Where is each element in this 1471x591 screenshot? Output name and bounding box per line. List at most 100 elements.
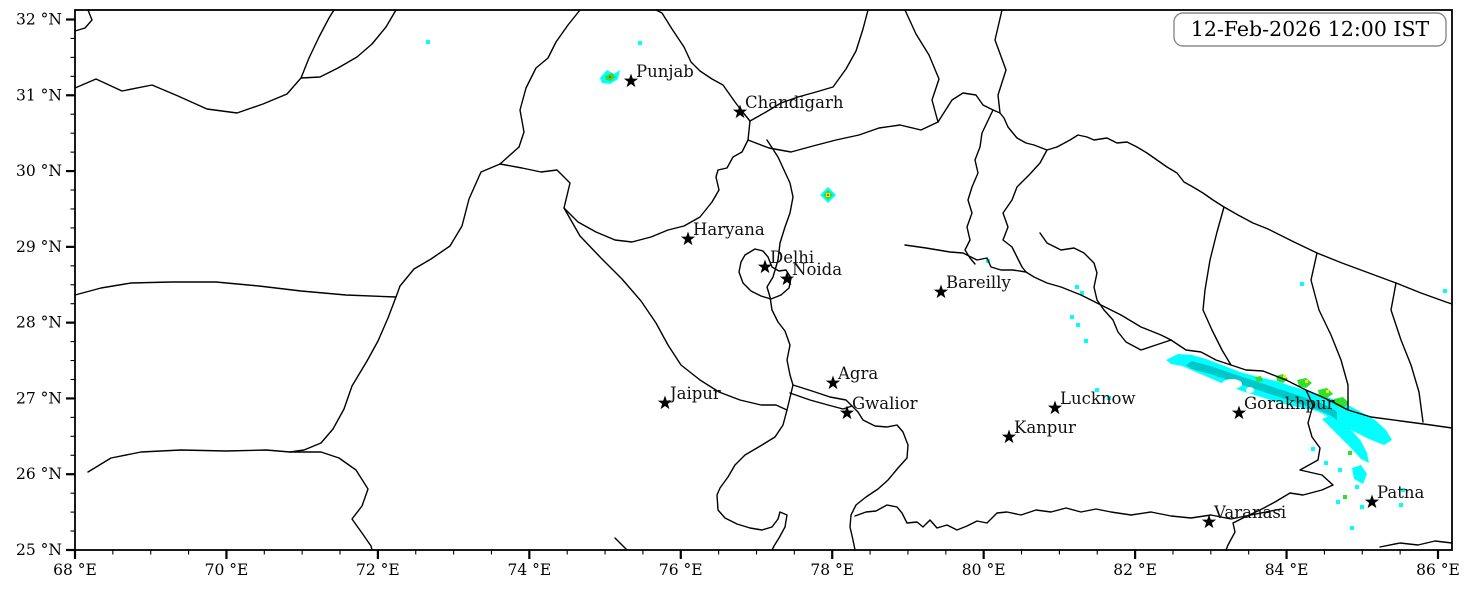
city-label-gorakhpur: Gorakhpur (1244, 394, 1335, 413)
radar-specks (426, 40, 1447, 530)
boundary-beak-top (792, 384, 853, 407)
city-marker-gwalior (839, 405, 855, 420)
x-tick-label: 68 °E (53, 561, 97, 579)
boundary-haryana-rajasthan (563, 207, 788, 411)
city-label-varanasi: Varanasi (1213, 503, 1286, 522)
boundary-himachal-inner1 (904, 9, 940, 123)
radar-speck (1338, 468, 1342, 472)
city-marker-chandigarh (732, 104, 748, 119)
radar-overlay (426, 40, 1447, 530)
radar-speck (1107, 396, 1111, 400)
timestamp-box (1173, 12, 1447, 47)
city-label-lucknow: Lucknow (1060, 389, 1136, 408)
boundary-mp-rajasthan-lobe (716, 409, 788, 551)
radar-speck (638, 41, 642, 45)
boundary-bottom-right (1379, 540, 1453, 548)
radar-cell-foothills-peak (827, 194, 829, 196)
radar-speck (1311, 447, 1315, 451)
y-tick-label: 30 °N (16, 162, 62, 180)
plot-border (74, 9, 1453, 551)
x-tick-label: 82 °E (1113, 561, 1157, 579)
x-tick-label: 74 °E (507, 561, 551, 579)
boundary-uk-north (1056, 134, 1453, 305)
radar-speck (1401, 488, 1405, 492)
radar-speck (1443, 289, 1447, 293)
boundary-lines (74, 9, 1453, 551)
boundary-mp-up-south (854, 504, 1282, 531)
radar-band-core (1186, 361, 1337, 420)
boundary-topleft-hook (74, 9, 93, 32)
boundary-wedge (300, 9, 397, 79)
boundary-himachal-north (749, 9, 869, 122)
radar-band-hole (1207, 388, 1217, 396)
boundary-nepal-south (1170, 339, 1453, 429)
x-tick-label: 78 °E (810, 561, 854, 579)
boundary-up-bihar (1225, 389, 1334, 551)
city-marker-delhi (757, 259, 773, 274)
boundary-small-south (614, 537, 628, 551)
radar-speck (1075, 285, 1079, 289)
city-marker-kanpur (1001, 429, 1017, 444)
city-marker-bareilly (933, 284, 949, 299)
y-tick-label: 25 °N (16, 541, 62, 559)
radar-speck (1360, 505, 1364, 509)
city-label-chandigarh: Chandigarh (745, 93, 844, 112)
radar-speck (1358, 471, 1362, 475)
boundary-pak-west (289, 146, 520, 453)
radar-heavy-cell (1318, 388, 1333, 398)
radar-speck (1355, 485, 1359, 489)
city-label-haryana: Haryana (693, 220, 765, 239)
radar-band-hole (1246, 387, 1254, 393)
boundary-raj-pak (74, 281, 397, 298)
radar-band-hole (1222, 379, 1242, 389)
boundary-nepal-west (1039, 232, 1172, 351)
boundary-punjab-west (518, 9, 581, 148)
boundary-uk-up-south (904, 244, 1172, 341)
radar-speck (1076, 323, 1080, 327)
boundary-mp-up-west (849, 405, 909, 551)
radar-heavy-cell (1255, 376, 1263, 382)
x-tick-label: 70 °E (205, 561, 249, 579)
boundary-nepal-internal2 (1310, 252, 1349, 411)
radar-band-tail (1322, 416, 1369, 463)
radar-speck (1336, 500, 1340, 504)
city-marker-punjab (623, 73, 639, 88)
radar-intense-speck (1283, 375, 1286, 378)
radar-intense-speck (1326, 390, 1329, 393)
y-tick-label: 28 °N (16, 314, 62, 332)
boundary-beak-bottom (789, 392, 853, 410)
y-tick-label: 27 °N (16, 389, 62, 407)
x-tick-label: 80 °E (962, 561, 1006, 579)
boundary-yamuna (766, 139, 794, 411)
y-tick-label: 31 °N (16, 86, 62, 104)
x-tick-label: 86 °E (1416, 561, 1460, 579)
city-marker-noida (779, 271, 795, 286)
city-marker-lucknow (1047, 400, 1063, 415)
city-label-jaipur: Jaipur (668, 384, 721, 403)
timestamp-label: 12-Feb-2026 12:00 IST (1191, 17, 1430, 41)
boundary-uk-wedge-east (1002, 149, 1048, 273)
city-marker-agra (825, 375, 841, 390)
city-label-patna: Patna (1377, 483, 1424, 502)
city-marker-gorakhpur (1231, 405, 1247, 420)
radar-speck (1300, 282, 1304, 286)
city-marker-varanasi (1201, 514, 1217, 529)
boundary-nepal-internal3 (1390, 282, 1424, 423)
boundary-desert-south (87, 449, 373, 551)
boundary-uk-wedge-west (964, 109, 994, 265)
x-tick-label: 76 °E (659, 561, 703, 579)
y-tick-label: 29 °N (16, 238, 62, 256)
x-axis: 68 °E 70 °E 72 °E 74 °E 76 °E 78 °E 80 °E 82 °E… (53, 550, 1460, 579)
city-marker-jaipur (657, 395, 673, 410)
city-label-delhi: Delhi (770, 248, 814, 267)
city-marker-patna (1364, 494, 1380, 509)
radar-cell-punjab-peak (609, 76, 611, 78)
boundary-hp-uttarakhand (937, 92, 1058, 151)
city-label-noida: Noida (792, 260, 842, 279)
radar-speck (1084, 339, 1088, 343)
y-axis: 25 °N 26 °N 27 °N 28 °N 29 °N 30 °N 31 °N 32 °N (16, 11, 75, 559)
y-tick-label: 26 °N (16, 465, 62, 483)
boundary-himachal-haryana (747, 121, 939, 153)
radar-speck-heavy (1348, 451, 1352, 455)
